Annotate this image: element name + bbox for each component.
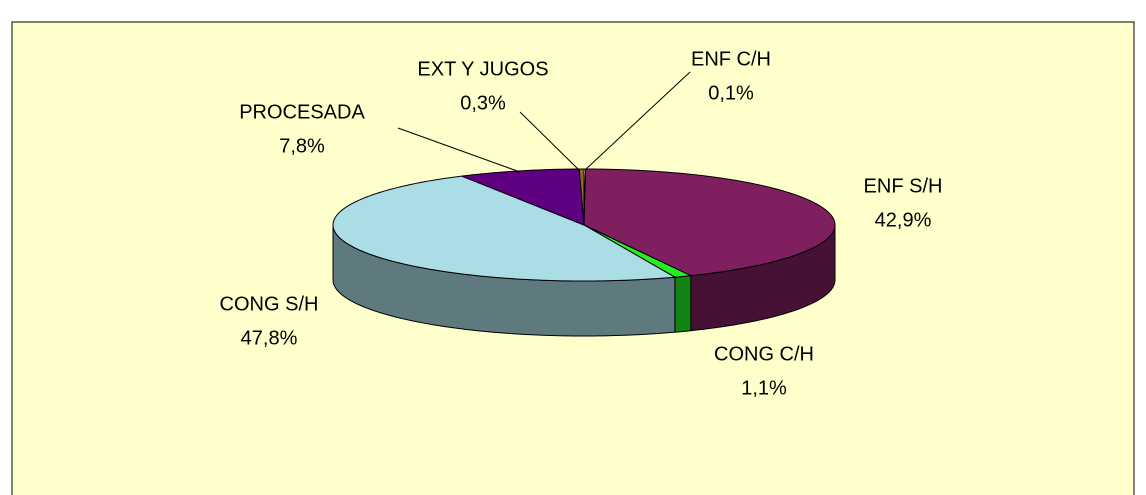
value-label: 47,8% [241,327,298,349]
category-label: ENF C/H [691,48,771,70]
slice [583,168,836,277]
value-label: 1,1% [741,377,787,399]
leader-line [519,111,581,172]
value-label: 0,3% [460,92,506,114]
slice [578,168,585,226]
category-label: PROCESADA [239,101,365,123]
leader-line [584,71,691,171]
labels: ENF C/H 0,1% ENF S/H 42,9% CONG C/H 1,1% CONG … [220,48,943,399]
slice-side [674,275,692,333]
leader-line [397,127,521,173]
category-label: CONG S/H [220,293,319,315]
category-label: CONG C/H [714,343,814,365]
category-label: ENF S/H [864,175,943,197]
slice [332,175,677,282]
pie [332,168,836,337]
value-label: 42,9% [875,209,932,231]
category-label: EXT Y JUGOS [417,58,548,80]
leader-lines [397,71,691,173]
value-label: 0,1% [708,82,754,104]
value-label: 7,8% [279,135,325,157]
